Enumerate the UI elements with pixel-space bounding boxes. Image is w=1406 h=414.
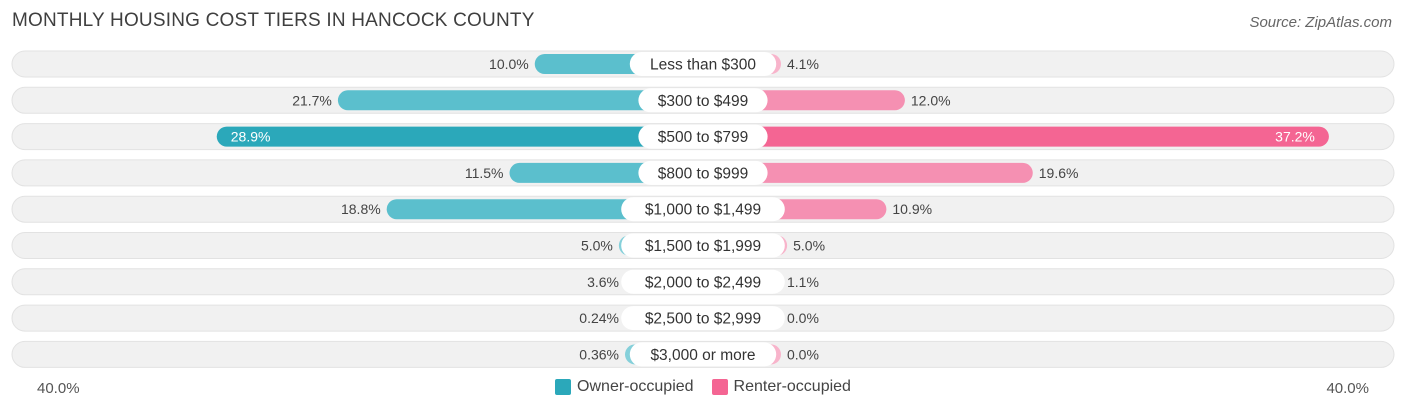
owner-value-label: 5.0% bbox=[581, 238, 613, 254]
category-pill bbox=[629, 342, 777, 367]
legend-owner-swatch bbox=[555, 379, 572, 395]
renter-value-label: 0.0% bbox=[787, 346, 819, 362]
owner-value-label: 3.6% bbox=[587, 274, 619, 290]
category-label: $800 to $999 bbox=[658, 165, 749, 182]
category-label: $300 to $499 bbox=[658, 93, 749, 110]
owner-value-label: 21.7% bbox=[292, 92, 332, 108]
category-pill bbox=[621, 269, 785, 294]
category-pill bbox=[621, 233, 785, 258]
renter-value-label: 37.2% bbox=[1275, 129, 1315, 145]
renter-value-label: 12.0% bbox=[911, 92, 951, 108]
legend-owner: Owner-occupied bbox=[555, 378, 694, 396]
owner-value-label: 28.9% bbox=[231, 129, 271, 145]
owner-value-label: 0.36% bbox=[579, 346, 619, 362]
category-label: $1,500 to $1,999 bbox=[645, 238, 761, 255]
owner-value-label: 11.5% bbox=[465, 165, 504, 181]
category-label: $2,000 to $2,499 bbox=[645, 274, 761, 291]
source-label: Source: ZipAtlas.com bbox=[1249, 14, 1392, 31]
category-pill bbox=[638, 88, 768, 113]
legend-renter-label: Renter-occupied bbox=[733, 378, 851, 395]
renter-value-label: 5.0% bbox=[793, 238, 825, 254]
legend-renter-swatch bbox=[711, 379, 728, 395]
axis-right-label: 40.0% bbox=[1326, 380, 1369, 397]
chart-title: MONTHLY HOUSING COST TIERS IN HANCOCK CO… bbox=[12, 10, 535, 31]
owner-value-label: 18.8% bbox=[341, 201, 381, 217]
renter-value-label: 1.1% bbox=[787, 274, 819, 290]
renter-value-label: 10.9% bbox=[892, 201, 932, 217]
category-label: $1,000 to $1,499 bbox=[645, 202, 761, 219]
renter-bar bbox=[703, 162, 1033, 183]
owner-value-label: 10.0% bbox=[489, 56, 529, 72]
category-pill bbox=[638, 124, 768, 149]
renter-value-label: 0.0% bbox=[787, 310, 819, 326]
category-label: Less than $300 bbox=[650, 57, 756, 74]
category-label: $500 to $799 bbox=[658, 129, 749, 146]
category-label: $3,000 or more bbox=[650, 347, 755, 364]
legend: Owner-occupied Renter-occupied bbox=[0, 378, 1406, 396]
renter-bar bbox=[703, 126, 1329, 147]
owner-bar bbox=[337, 90, 703, 111]
owner-value-label: 0.24% bbox=[579, 310, 619, 326]
renter-value-label: 4.1% bbox=[787, 56, 819, 72]
owner-bar bbox=[216, 126, 703, 147]
category-pill bbox=[621, 306, 785, 331]
category-pill bbox=[629, 52, 777, 76]
category-label: $2,500 to $2,999 bbox=[645, 311, 761, 328]
category-pill bbox=[621, 197, 785, 222]
legend-renter: Renter-occupied bbox=[711, 378, 851, 396]
legend-owner-label: Owner-occupied bbox=[577, 378, 694, 395]
renter-value-label: 19.6% bbox=[1039, 165, 1079, 181]
category-pill bbox=[638, 160, 768, 185]
axis-left-label: 40.0% bbox=[37, 380, 80, 397]
